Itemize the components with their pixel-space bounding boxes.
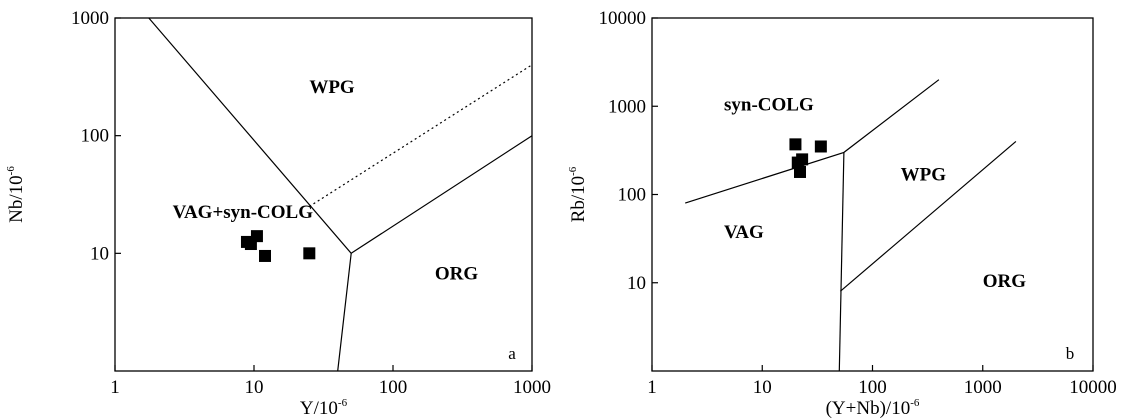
y-tick-label: 100 (618, 185, 647, 206)
y-axis-label: Nb/10-6 (5, 166, 27, 223)
x-tick-label: 10 (753, 377, 772, 398)
y-axis-label: Rb/10-6 (567, 166, 589, 222)
x-axis-label: (Y+Nb)/10-6 (826, 397, 920, 419)
sample-point (794, 166, 806, 178)
field-boundary-line (351, 136, 532, 254)
sample-point (789, 138, 801, 150)
x-tick-label: 1000 (513, 377, 551, 398)
sample-point (796, 153, 808, 165)
y-tick-label: 100 (81, 126, 110, 147)
field-boundary-line (149, 18, 351, 371)
x-tick-label: 1000 (964, 377, 1002, 398)
field-boundary-line (839, 152, 844, 371)
sample-point (251, 230, 263, 242)
x-tick-label: 100 (379, 377, 408, 398)
region-label: ORG (435, 263, 479, 284)
y-tick-label: 10000 (599, 8, 647, 29)
plot-frame (115, 18, 532, 371)
x-tick-label: 1 (647, 377, 657, 398)
y-tick-label: 1000 (608, 96, 646, 117)
plot-frame (652, 18, 1093, 371)
sample-point (815, 140, 827, 152)
panel-b-rb-vs-ynb-plot: 1 10 100 1000 10000 10 100 1000 10000 syn-COLG WPG… (567, 8, 1117, 419)
x-tick-label: 1 (110, 377, 120, 398)
panel-a-nb-vs-y-plot: 1 10 100 1000 10 100 1000 WPG VAG+syn-COLG ORG a Y/… (5, 8, 551, 419)
x-axis-label: Y/10-6 (300, 397, 348, 419)
y-tick-label: 1000 (71, 8, 109, 29)
region-label: WPG (309, 77, 355, 98)
panel-id-label: b (1066, 344, 1075, 363)
x-tick-label: 100 (858, 377, 887, 398)
x-tick-label: 10 (245, 377, 264, 398)
region-label: VAG (724, 222, 764, 243)
y-tick-label: 10 (90, 243, 109, 264)
region-label: ORG (983, 271, 1027, 292)
sample-point (303, 247, 315, 259)
region-label: WPG (901, 164, 947, 185)
x-tick-label: 10000 (1069, 377, 1117, 398)
y-tick-label: 10 (627, 273, 646, 294)
sample-point (259, 250, 271, 262)
region-label: VAG+syn-COLG (173, 202, 314, 223)
region-label: syn-COLG (724, 94, 814, 115)
panel-id-label: a (508, 344, 516, 363)
